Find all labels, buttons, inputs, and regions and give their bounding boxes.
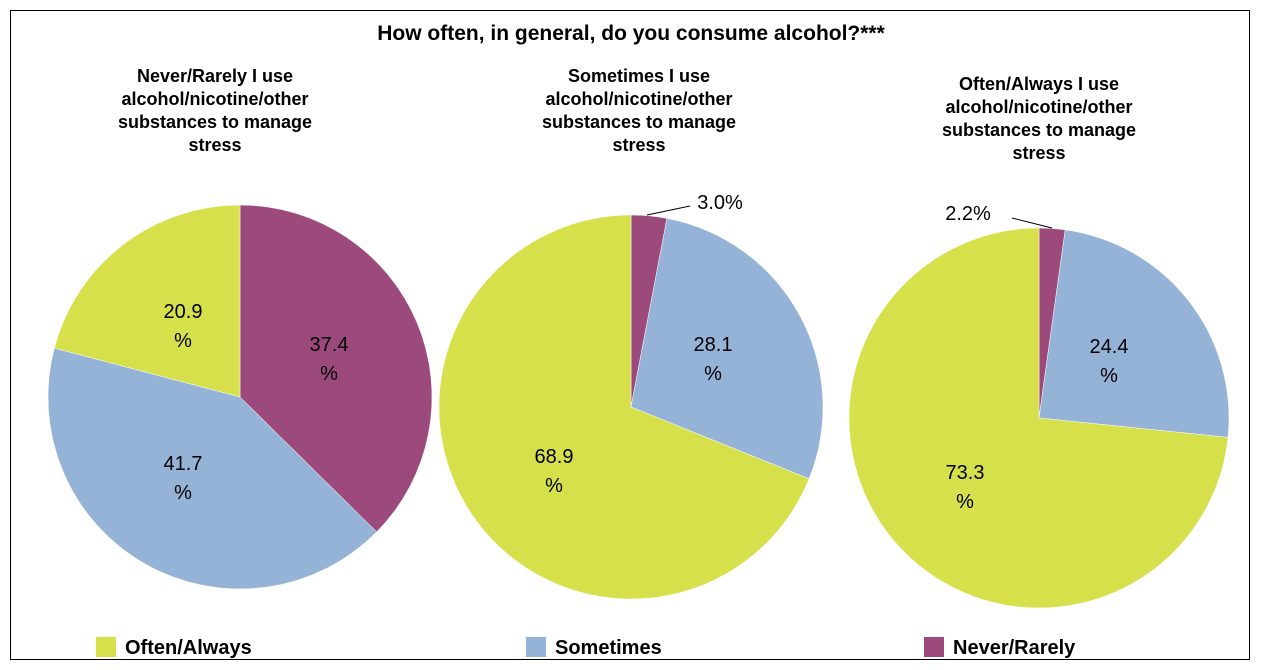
pie-3-leader-line xyxy=(1011,217,1053,229)
pie-1-slice-sometimes xyxy=(47,347,377,590)
pie-3-slice-often-always xyxy=(848,227,1229,609)
pie-1-subtitle-line: stress xyxy=(188,135,241,155)
legend-swatch-often-always xyxy=(96,637,116,657)
pie-3-data-label: % xyxy=(956,491,974,513)
pie-2-subtitle-line: stress xyxy=(612,135,665,155)
pie-3-subtitle-line: alcohol/nicotine/other xyxy=(945,97,1132,117)
pie-3-subtitle-line: substances to manage xyxy=(942,120,1136,140)
pie-1-subtitle-line: substances to manage xyxy=(118,112,312,132)
pie-2-slice-sometimes xyxy=(630,218,824,480)
pie-1-subtitle-line: alcohol/nicotine/other xyxy=(121,89,308,109)
pie-3-data-label: 73.3 xyxy=(946,462,985,484)
pie-2-data-label: % xyxy=(545,475,563,497)
pie-3-subtitle-line: Often/Always I use xyxy=(959,74,1119,94)
pie-1-subtitle-line: Never/Rarely I use xyxy=(137,66,293,86)
legend-swatch-sometimes xyxy=(526,637,546,657)
legend-label: Sometimes xyxy=(555,637,662,659)
legend-swatch-never-rarely xyxy=(924,637,944,657)
pie-2-subtitle-line: substances to manage xyxy=(542,112,736,132)
pie-1-data-label: 37.4 xyxy=(310,334,349,356)
pie-1-slice-often-always xyxy=(54,204,241,398)
legend-label: Never/Rarely xyxy=(953,637,1076,659)
pie-2-data-label: 3.0% xyxy=(697,192,743,214)
pie-3-slice-sometimes xyxy=(1038,229,1230,438)
pie-2-subtitle-line: Sometimes I use xyxy=(568,66,710,86)
pie-3-data-label: 2.2% xyxy=(945,203,991,225)
pie-1-slice-never-rarely xyxy=(239,204,433,533)
pie-1-data-label: % xyxy=(320,363,338,385)
pie-1-data-label: 20.9 xyxy=(164,301,203,323)
pie-2-data-label: 68.9 xyxy=(535,446,574,468)
pie-1-data-label: 41.7 xyxy=(164,453,203,475)
pie-1-data-label: % xyxy=(174,482,192,504)
pie-2-subtitle-line: alcohol/nicotine/other xyxy=(545,89,732,109)
legend-label: Often/Always xyxy=(125,637,252,659)
chart-title: How often, in general, do you consume al… xyxy=(377,22,885,45)
pie-3-subtitle-line: stress xyxy=(1012,143,1065,163)
pie-2-data-label: % xyxy=(704,363,722,385)
pie-2-leader-line xyxy=(646,205,691,216)
pie-1-data-label: % xyxy=(174,330,192,352)
pie-3-data-label: 24.4 xyxy=(1090,336,1129,358)
pie-2-slice-often-always xyxy=(438,214,810,600)
pie-2-data-label: 28.1 xyxy=(694,334,733,356)
pie-3-data-label: % xyxy=(1100,365,1118,387)
